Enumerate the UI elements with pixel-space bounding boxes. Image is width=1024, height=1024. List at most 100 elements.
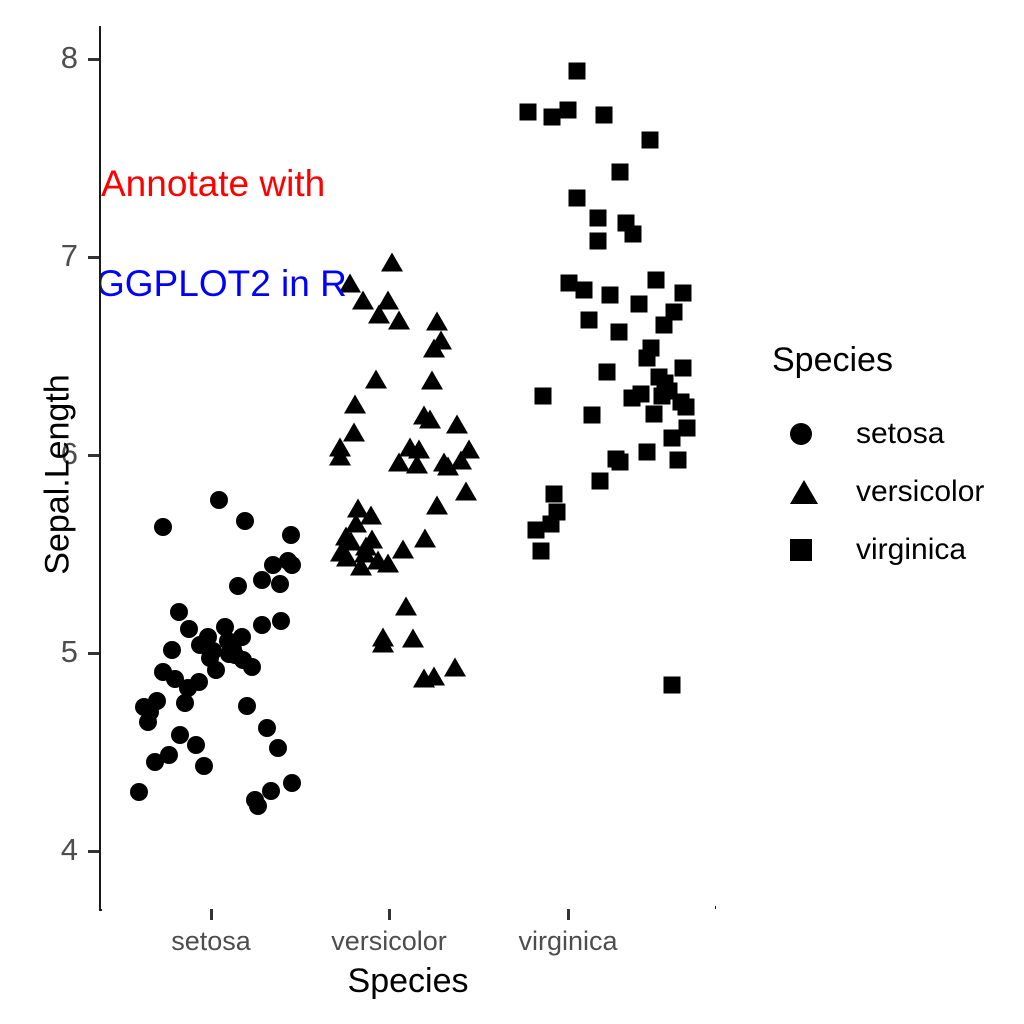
legend-items: setosa versicolor virginica <box>768 405 1018 579</box>
y-axis-tick-label: 4 <box>60 832 78 867</box>
legend-item-versicolor[interactable]: versicolor <box>768 463 1018 521</box>
data-point-setosa <box>163 641 181 659</box>
data-point-versicolor <box>458 439 480 459</box>
data-point-virginica <box>665 303 683 321</box>
data-point-virginica <box>642 339 660 357</box>
data-point-virginica <box>595 106 613 124</box>
y-axis-line <box>99 26 102 911</box>
x-axis-tick-label: versicolor <box>331 926 447 956</box>
data-point-virginica <box>610 323 628 341</box>
data-point-versicolor <box>444 657 466 677</box>
data-point-setosa <box>220 645 238 663</box>
plot-panel: Annotate with GGPLOT2 in R <box>101 26 715 909</box>
data-point-setosa <box>170 603 188 621</box>
legend-item-setosa[interactable]: setosa <box>768 405 1018 463</box>
data-point-virginica <box>630 295 648 313</box>
data-point-setosa <box>216 618 234 636</box>
y-axis-tick-label: 7 <box>60 238 78 273</box>
data-point-virginica <box>527 521 545 539</box>
data-point-versicolor <box>377 290 399 310</box>
data-point-setosa <box>253 571 271 589</box>
data-point-virginica <box>677 398 695 416</box>
data-point-versicolor <box>408 439 430 459</box>
data-point-setosa <box>160 746 178 764</box>
data-point-setosa <box>253 616 271 634</box>
data-point-virginica <box>647 271 665 289</box>
data-point-versicolor <box>339 273 361 293</box>
legend-title: Species <box>772 341 893 379</box>
data-point-versicolor <box>388 310 410 330</box>
x-axis-tick-label: virginica <box>518 926 618 956</box>
data-point-versicolor <box>423 666 445 686</box>
data-point-virginica <box>589 232 607 250</box>
data-point-virginica <box>568 62 586 80</box>
legend-item-virginica[interactable]: virginica <box>768 521 1018 579</box>
data-point-setosa <box>236 512 254 530</box>
data-point-versicolor <box>413 405 435 425</box>
data-point-virginica <box>641 131 659 149</box>
data-point-virginica <box>611 453 629 471</box>
x-axis-tick <box>567 909 570 920</box>
x-axis-tick <box>388 909 391 920</box>
data-point-versicolor <box>381 252 403 272</box>
y-axis-tick-label: 6 <box>60 436 78 471</box>
data-point-setosa <box>283 556 301 574</box>
data-point-virginica <box>601 286 619 304</box>
legend-item-label: virginica <box>856 533 967 566</box>
data-point-setosa <box>195 757 213 775</box>
data-point-virginica <box>545 485 563 503</box>
data-point-versicolor <box>340 531 362 551</box>
y-axis-tick <box>88 652 99 655</box>
data-point-virginica <box>674 284 692 302</box>
data-point-setosa <box>258 719 276 737</box>
data-point-setosa <box>190 673 208 691</box>
y-axis-tick-label: 8 <box>60 40 78 75</box>
data-point-setosa <box>283 774 301 792</box>
y-axis-tick <box>88 850 99 853</box>
data-point-versicolor <box>426 495 448 515</box>
data-point-versicolor <box>367 550 389 570</box>
data-point-versicolor <box>402 628 424 648</box>
data-point-setosa <box>262 782 280 800</box>
data-point-virginica <box>655 316 673 334</box>
data-point-virginica <box>532 542 550 560</box>
data-point-versicolor <box>446 414 468 434</box>
data-point-setosa <box>272 612 290 630</box>
data-point-virginica <box>568 189 586 207</box>
data-point-virginica <box>678 419 696 437</box>
data-point-virginica <box>669 451 687 469</box>
triangle-marker-icon <box>790 480 818 504</box>
data-point-virginica <box>575 281 593 299</box>
data-point-versicolor <box>392 539 414 559</box>
data-point-setosa <box>233 628 251 646</box>
data-point-versicolor <box>433 452 455 472</box>
data-point-versicolor <box>414 528 436 548</box>
data-point-virginica <box>663 676 681 694</box>
y-axis-tick <box>88 454 99 457</box>
legend-item-label: setosa <box>856 417 945 450</box>
data-point-setosa <box>176 694 194 712</box>
data-point-setosa <box>249 797 267 815</box>
annotation-blue-text: GGPLOT2 in R <box>101 263 347 304</box>
data-point-virginica <box>543 108 561 126</box>
data-point-setosa <box>199 628 217 646</box>
annotation-red-text: Annotate with <box>101 163 326 204</box>
data-point-virginica <box>548 503 566 521</box>
data-point-versicolor <box>388 452 410 472</box>
y-axis-title: Sepal.Length <box>38 374 77 575</box>
data-point-versicolor <box>372 627 394 647</box>
square-marker-icon <box>790 539 812 561</box>
data-point-virginica <box>589 209 607 227</box>
data-point-virginica <box>632 385 650 403</box>
data-point-virginica <box>519 103 537 121</box>
circle-marker-icon <box>790 423 812 445</box>
data-point-setosa <box>271 575 289 593</box>
data-point-setosa <box>187 736 205 754</box>
x-axis-tick <box>210 909 213 920</box>
data-point-versicolor <box>329 437 351 457</box>
data-point-virginica <box>660 382 678 400</box>
data-point-versicolor <box>344 394 366 414</box>
data-point-setosa <box>130 783 148 801</box>
data-point-versicolor <box>343 422 365 442</box>
data-point-versicolor <box>406 454 428 474</box>
